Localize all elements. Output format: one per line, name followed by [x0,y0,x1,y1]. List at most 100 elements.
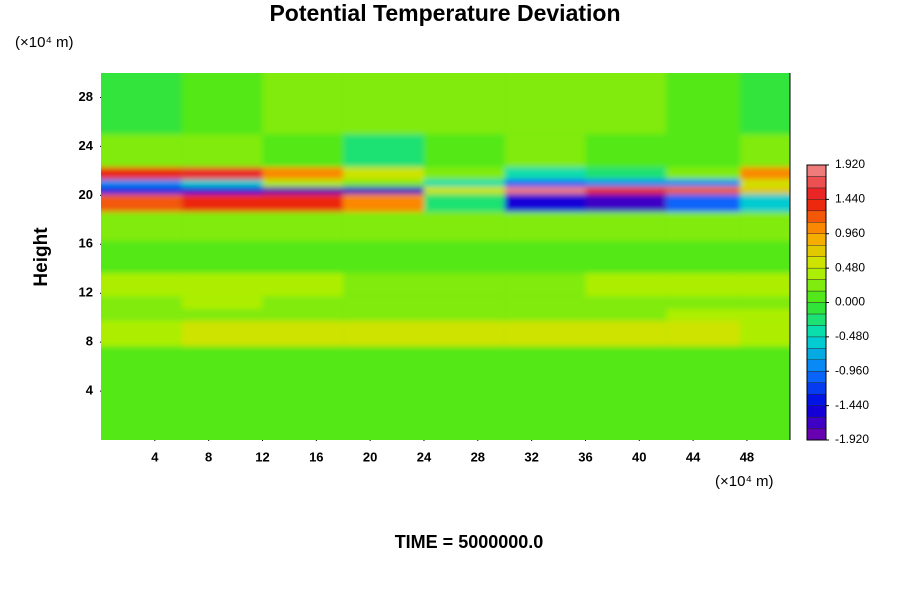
cell [740,346,790,392]
cell [343,186,424,195]
cell [423,194,505,212]
cell [585,309,667,321]
cell [101,134,182,168]
x-tick-label: 44 [686,449,701,464]
colorbar-tick-label: -1.920 [835,432,869,446]
y-tick-label: 8 [86,334,93,349]
cell [666,296,741,310]
colorbar-step [806,302,827,315]
cell [666,194,741,212]
cell [740,320,790,347]
x-tick-label: 36 [578,449,592,464]
cell [262,186,344,195]
cell [423,179,505,187]
chart-title: Potential Temperature Deviation [269,0,620,26]
colorbar-step [806,279,827,292]
cell [181,309,263,321]
x-tick-label: 8 [205,449,212,464]
cell [343,346,424,392]
colorbar-step [806,233,827,246]
cell [181,194,263,212]
cell [343,309,424,321]
colorbar-step [806,164,827,177]
cell [504,309,586,321]
cell [101,186,182,195]
cell [740,273,790,297]
cell [585,346,667,392]
cell [262,296,344,310]
cell [181,73,263,135]
y-axis-label: Height [31,227,52,287]
cell [504,186,586,195]
colorbar-step [806,245,827,257]
cell [262,391,344,440]
cell [343,296,424,310]
cell [262,167,344,180]
cell [262,179,344,187]
cell [101,73,182,135]
cell [504,179,586,187]
colorbar-tick-label: -1.440 [835,398,869,412]
cell [423,73,505,135]
cell [181,186,263,195]
cell [740,309,790,321]
cell [504,320,586,347]
cell [343,167,424,180]
colorbar-step [806,290,827,303]
cell [101,167,182,180]
cell [343,194,424,212]
cell [181,391,263,440]
cell [262,194,344,212]
cell [504,391,586,440]
cell [585,186,667,195]
cell [740,391,790,440]
colorbar-step [806,313,827,326]
cell [262,273,344,297]
cell [585,241,667,274]
cell [343,179,424,187]
cell [423,273,505,297]
colorbar-step [806,256,827,269]
cell [343,273,424,297]
cell [585,273,667,297]
cell [262,241,344,274]
colorbar-step [806,393,827,406]
cell [504,211,586,242]
cell [181,296,263,310]
cell [262,134,344,168]
cell [423,391,505,440]
cell [423,296,505,310]
cell [423,186,505,195]
cell [101,211,182,242]
cell [343,320,424,347]
field [101,73,790,440]
cell [343,241,424,274]
cell [504,241,586,274]
cell [504,194,586,212]
cell [181,273,263,297]
colorbar-step [806,359,827,372]
y-unit: (×10⁴ m) [15,34,74,51]
colorbar-step [806,336,827,349]
cell [585,134,667,168]
cell [181,346,263,392]
cell [181,134,263,168]
cell [666,391,741,440]
cell [740,211,790,242]
cell [262,320,344,347]
cell [585,73,667,135]
y-tick-label: 24 [79,138,94,153]
cell [423,211,505,242]
cell [262,211,344,242]
cell [585,320,667,347]
cell [740,179,790,187]
time-label: TIME = 5000000.0 [395,532,544,552]
cell [585,167,667,180]
colorbar-step [806,176,827,189]
cell [585,179,667,187]
cell [666,241,741,274]
x-tick-label: 48 [740,449,754,464]
y-tick-label: 4 [86,383,94,398]
cell [585,296,667,310]
